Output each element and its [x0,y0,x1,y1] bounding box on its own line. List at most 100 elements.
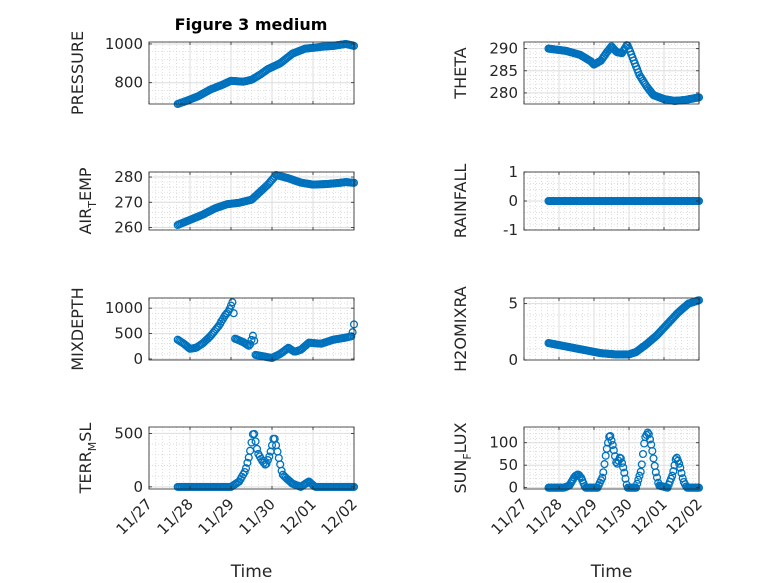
y-axis-label: MIXDEPTH [68,287,87,370]
data-point [676,463,685,472]
data-point [648,446,657,456]
axes-box [148,41,355,105]
y-axis-label: SUNFLUX [451,422,474,493]
data-point [675,459,684,468]
data-point [649,454,658,463]
y-tick-label: 1000 [105,35,143,53]
x-tick-label: 11/30 [593,495,636,538]
minor-grid [149,427,354,489]
data-point [645,435,655,444]
panel-pressure: 800 1000 PRESSURE [68,31,359,115]
y-tick-label: 0 [133,478,143,496]
data-point [617,458,627,467]
data-point [240,467,249,477]
series-markers [173,298,359,363]
x-tick-label: 12/01 [277,495,320,538]
panel-mixdepth: 0 500 1000 MIXDEPTH [68,287,359,371]
y-tick-label: 290 [489,40,518,58]
data-point [668,471,677,480]
y-tick-label: 260 [114,218,143,236]
axes-box [148,426,355,490]
y-tick-label: 0 [508,351,518,369]
panel-sun_flux: 0 50 100 SUNFLUX 11/2711/2811/2911/3012/0112… [451,422,706,582]
data-point [616,454,625,463]
y-tick-label: 280 [489,84,518,102]
data-point [598,473,607,482]
x-tick-label: 11/29 [195,495,238,538]
series-markers [173,39,359,109]
panel-h2omixra: 0 5 H2OMIXRA [451,286,704,372]
panel-theta: 280 285 290 THETA [451,40,704,105]
axes-box [523,41,700,105]
x-tick-label: 11/28 [154,495,197,538]
data-point [248,331,257,340]
x-axis-label: Time [590,562,633,582]
x-axis-label: Time [230,562,273,582]
data-point [606,431,615,441]
axes-box [148,297,355,361]
data-point [638,449,648,459]
y-tick-label: -1 [503,221,518,239]
panel-air_temp: 260 270 280 AIRTEMP [76,167,359,236]
data-point [243,458,252,467]
data-point [241,464,251,473]
series-markers [544,296,704,359]
data-point [634,475,643,484]
x-tick-label: 12/02 [318,495,361,538]
series-markers [173,170,359,230]
y-axis-label: H2OMIXRA [451,286,470,372]
data-point [652,473,662,482]
series-markers [544,41,704,105]
data-point [633,479,642,488]
y-tick-label: 50 [499,456,518,474]
y-axis-label: RAINFALL [451,164,470,239]
y-tick-label: 0 [133,350,143,368]
y-tick-label: 500 [114,325,143,343]
data-point [651,468,660,477]
y-tick-label: 800 [114,74,143,92]
data-point [635,471,644,480]
axes-box [523,297,700,361]
y-tick-label: 100 [489,434,518,452]
data-point [251,437,260,446]
y-axis-label: TERRMSL [76,423,99,495]
data-point [608,440,617,450]
x-tick-label: 12/02 [663,495,706,538]
data-point [348,328,357,337]
x-tick-label: 11/29 [558,495,601,538]
data-point [250,429,259,438]
y-tick-label: 0 [508,479,518,497]
y-axis-label: THETA [451,47,470,99]
data-point [252,444,262,453]
data-point [247,438,256,447]
x-tick-label: 11/27 [113,495,156,538]
x-tick-label: 12/01 [628,495,671,538]
axes-box [148,171,355,231]
y-tick-label: 500 [114,424,143,442]
y-tick-label: 0 [508,192,518,210]
data-point [600,460,609,469]
x-tick-label: 11/30 [236,495,279,538]
y-tick-label: 1 [508,163,518,181]
panel-terr_msl: 0 500 TERRMSL 11/2711/2811/2911/3012/0112/0… [76,423,361,582]
x-tick-label: 11/28 [523,495,566,538]
axes-box [523,426,700,490]
data-point [250,336,259,345]
figure-title: Figure 3 medium [175,15,328,34]
data-point [229,309,238,318]
y-tick-label: 285 [489,62,518,80]
y-tick-label: 270 [114,193,143,211]
data-point [599,468,608,477]
data-point [347,332,356,341]
data-point [643,428,652,437]
data-point [677,469,686,478]
data-point [644,430,653,439]
series-markers [544,196,704,206]
data-point [631,483,641,492]
y-axis-label: PRESSURE [68,31,87,115]
data-point [228,298,237,307]
data-point [607,436,616,445]
y-tick-label: 1000 [105,299,143,317]
panel-rainfall: -1 0 1 RAINFALL [451,163,704,239]
